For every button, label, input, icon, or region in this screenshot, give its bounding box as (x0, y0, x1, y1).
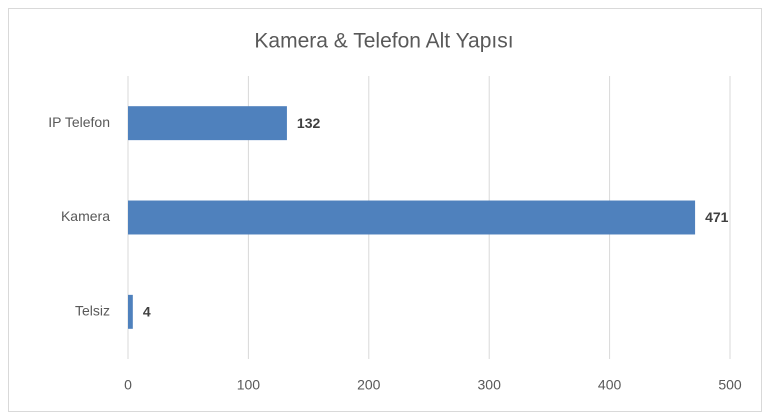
data-label: 4 (143, 304, 151, 320)
bar (128, 294, 133, 329)
y-tick-label: Kamera (61, 208, 110, 224)
data-label: 471 (705, 209, 729, 225)
bar (128, 200, 696, 235)
chart-title: Kamera & Telefon Alt Yapısı (254, 30, 513, 53)
x-tick-label: 300 (478, 377, 502, 393)
x-tick-label: 400 (598, 377, 622, 393)
x-tick-label: 100 (237, 377, 261, 393)
bar (128, 106, 287, 141)
x-tick-label: 0 (124, 377, 132, 393)
x-tick-label: 500 (718, 377, 742, 393)
y-tick-label: Telsiz (75, 303, 110, 319)
y-tick-label: IP Telefon (48, 114, 110, 130)
data-label: 132 (297, 115, 321, 131)
x-tick-label: 200 (357, 377, 381, 393)
